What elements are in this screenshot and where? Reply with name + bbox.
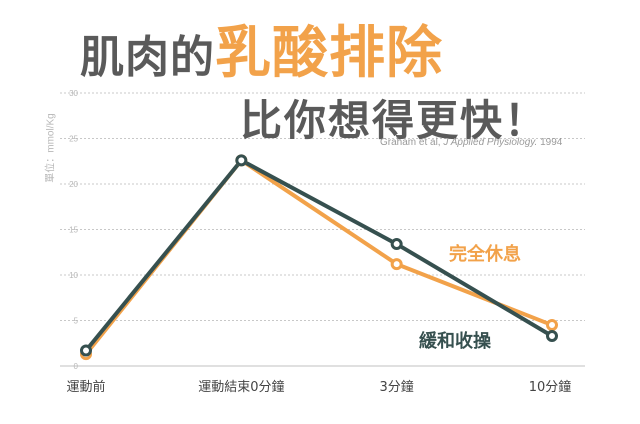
y-tick-label: 20	[69, 180, 78, 189]
y-tick-label: 30	[69, 89, 78, 98]
x-tick-label: 10分鐘	[529, 379, 572, 395]
x-tick-label: 3分鐘	[380, 379, 414, 395]
data-point-active	[235, 154, 248, 167]
data-point-active	[546, 329, 558, 342]
data-point-rest	[390, 258, 403, 271]
data-point-active	[390, 238, 403, 251]
series-line-active	[84, 158, 554, 353]
x-tick-label: 運動前	[66, 379, 105, 395]
series-label-active: 緩和收操	[419, 331, 491, 352]
y-tick-label: 25	[69, 135, 78, 144]
y-tick-label: 10	[69, 271, 78, 280]
y-tick-label: 5	[74, 317, 79, 326]
citation: Graham et al, J Applied Physiology. 1994	[380, 137, 562, 148]
title-accent: 乳酸排除	[215, 21, 443, 86]
title-line-2: 比你想得更快！	[239, 96, 548, 145]
series-label-rest: 完全休息	[449, 244, 521, 265]
data-point-rest	[546, 319, 558, 332]
data-point-active	[80, 344, 92, 357]
citation-year: 1994	[537, 137, 563, 148]
title-line-1: 肌肉的乳酸排除	[80, 20, 443, 87]
title-prefix: 肌肉的	[80, 32, 215, 83]
y-tick-label: 0	[74, 362, 79, 371]
x-tick-label: 運動結束0分鐘	[198, 379, 284, 395]
citation-authors: Graham et al,	[380, 137, 444, 148]
y-axis-label: 單位：mmol/Kg	[45, 113, 57, 183]
y-tick-label: 15	[69, 226, 78, 235]
citation-journal: J Applied Physiology.	[443, 137, 538, 148]
